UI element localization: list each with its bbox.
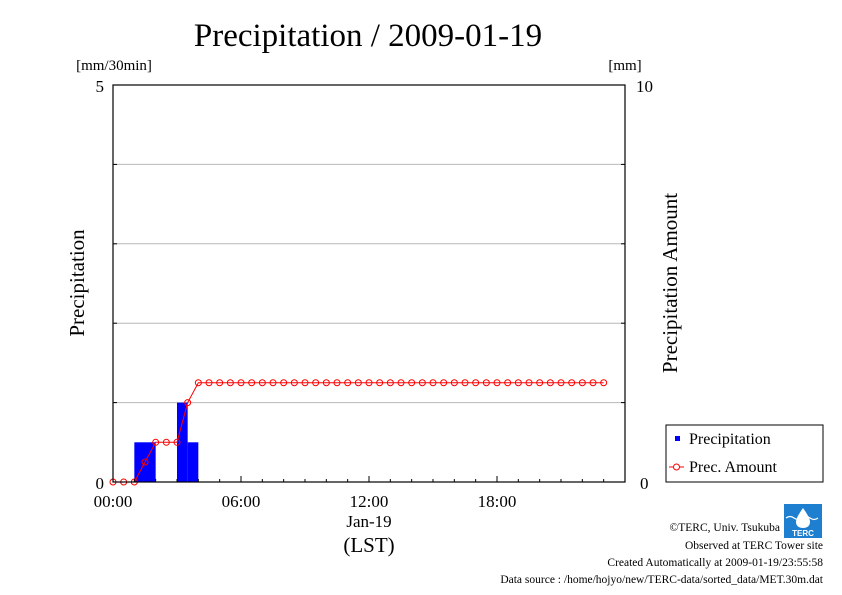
amount-point xyxy=(504,379,512,387)
legend-label-precipitation: Precipitation xyxy=(689,431,771,448)
amount-point xyxy=(354,379,362,387)
data-source-text: Data source : /home/hojyo/new/TERC-data/… xyxy=(500,574,823,586)
amount-point xyxy=(269,379,277,387)
amount-point xyxy=(344,379,352,387)
copyright-text: ©TERC, Univ. Tsukuba xyxy=(670,522,780,534)
amount-point xyxy=(312,379,320,387)
amount-point xyxy=(440,379,448,387)
amount-point xyxy=(194,379,202,387)
amount-point xyxy=(280,379,288,387)
precipitation-bar xyxy=(134,442,145,482)
amount-point xyxy=(450,379,458,387)
amount-point xyxy=(578,379,586,387)
amount-point xyxy=(301,379,309,387)
amount-point xyxy=(589,379,597,387)
legend-marker-swatch xyxy=(673,463,680,471)
precipitation-bar xyxy=(187,442,199,482)
axis-ticks xyxy=(112,84,626,483)
amount-point xyxy=(216,379,224,387)
amount-point xyxy=(205,379,213,387)
amount-point xyxy=(237,379,245,387)
x-tick-label-0600: 06:00 xyxy=(222,492,261,511)
amount-point xyxy=(397,379,405,387)
amount-point xyxy=(482,379,490,387)
amount-point xyxy=(525,379,533,387)
amount-point xyxy=(600,379,608,387)
left-tick-label-max: 5 xyxy=(96,77,105,96)
grid-lines xyxy=(113,163,625,404)
precipitation-bar xyxy=(145,442,156,482)
right-axis-title: Precipitation Amount xyxy=(658,193,682,373)
amount-point xyxy=(514,379,522,387)
amount-point xyxy=(536,379,544,387)
precipitation-bars xyxy=(134,402,199,482)
amount-point xyxy=(568,379,576,387)
amount-point xyxy=(546,379,554,387)
created-text: Created Automatically at 2009-01-19/23:5… xyxy=(607,557,823,569)
x-tick-label-1200: 12:00 xyxy=(350,492,389,511)
amount-point xyxy=(472,379,480,387)
observed-text: Observed at TERC Tower site xyxy=(685,540,823,552)
amount-point xyxy=(184,399,192,407)
amount-point xyxy=(386,379,394,387)
amount-point xyxy=(365,379,373,387)
x-tick-label-0000: 00:00 xyxy=(94,492,133,511)
x-tick-label-1800: 18:00 xyxy=(478,492,517,511)
left-axis-unit: [mm/30min] xyxy=(76,58,152,74)
legend-bar-swatch xyxy=(675,436,680,441)
amount-point xyxy=(162,438,170,446)
right-tick-label-min: 0 xyxy=(640,474,649,493)
left-tick-label-min: 0 xyxy=(96,474,105,493)
amount-point xyxy=(333,379,341,387)
amount-point xyxy=(290,379,298,387)
amount-point xyxy=(418,379,426,387)
terc-logo-text: TERC xyxy=(792,529,814,538)
amount-point xyxy=(152,438,160,446)
amount-point xyxy=(322,379,330,387)
plot-frame xyxy=(112,84,626,483)
right-tick-label-max: 10 xyxy=(636,77,653,96)
x-date-label: Jan-19 xyxy=(346,512,391,531)
chart-title: Precipitation / 2009-01-19 xyxy=(194,18,542,54)
legend: Precipitation Prec. Amount xyxy=(665,424,824,483)
amount-point xyxy=(248,379,256,387)
left-axis-title: Precipitation xyxy=(65,229,89,337)
amount-point xyxy=(376,379,384,387)
amount-point xyxy=(557,379,565,387)
amount-point xyxy=(258,379,266,387)
amount-point xyxy=(493,379,501,387)
amount-series-line xyxy=(113,382,604,483)
amount-point xyxy=(408,379,416,387)
amount-point xyxy=(461,379,469,387)
x-axis-title: (LST) xyxy=(343,533,394,557)
amount-point xyxy=(226,379,234,387)
legend-label-amount: Prec. Amount xyxy=(689,459,778,476)
right-axis-unit: [mm] xyxy=(608,58,641,74)
wave-icon xyxy=(785,515,819,521)
legend-box xyxy=(665,424,824,483)
amount-point xyxy=(173,438,181,446)
amount-point xyxy=(141,458,149,466)
precipitation-bar xyxy=(177,402,188,482)
amount-point xyxy=(429,379,437,387)
terc-logo: TERC xyxy=(784,504,822,538)
precipitation-amount-line xyxy=(109,379,608,486)
